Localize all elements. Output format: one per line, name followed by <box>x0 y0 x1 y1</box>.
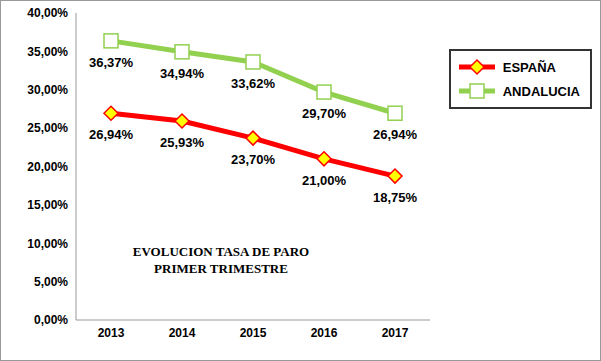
svg-text:18,75%: 18,75% <box>373 190 418 205</box>
svg-text:36,37%: 36,37% <box>89 55 134 70</box>
svg-text:26,94%: 26,94% <box>89 127 134 142</box>
svg-text:25,93%: 25,93% <box>160 135 205 150</box>
svg-text:0,00%: 0,00% <box>34 313 68 327</box>
svg-text:40,00%: 40,00% <box>27 6 68 20</box>
svg-text:2015: 2015 <box>240 326 267 340</box>
svg-text:30,00%: 30,00% <box>27 83 68 97</box>
svg-text:29,70%: 29,70% <box>302 106 347 121</box>
svg-text:2013: 2013 <box>98 326 125 340</box>
html-text:PRIMER TRIMESTRE: PRIMER TRIMESTRE <box>154 261 288 276</box>
html-text:ESPAÑA: ESPAÑA <box>502 59 556 75</box>
svg-text:5,00%: 5,00% <box>34 275 68 289</box>
html-text:EVOLUCION TASA DE PARO: EVOLUCION TASA DE PARO <box>132 244 310 259</box>
svg-text:20,00%: 20,00% <box>27 160 68 174</box>
svg-text:2016: 2016 <box>311 326 338 340</box>
svg-text:25,00%: 25,00% <box>27 121 68 135</box>
svg-text:2014: 2014 <box>169 326 196 340</box>
svg-text:21,00%: 21,00% <box>302 173 347 188</box>
svg-text:35,00%: 35,00% <box>27 45 68 59</box>
svg-text:10,00%: 10,00% <box>27 237 68 251</box>
html-text:ANDALUCIA: ANDALUCIA <box>502 83 580 99</box>
svg-text:26,94%: 26,94% <box>373 127 418 142</box>
svg-text:33,62%: 33,62% <box>231 76 276 91</box>
svg-text:34,94%: 34,94% <box>160 66 205 81</box>
svg-text:2017: 2017 <box>382 326 409 340</box>
svg-text:15,00%: 15,00% <box>27 198 68 212</box>
svg-text:23,70%: 23,70% <box>231 152 276 167</box>
